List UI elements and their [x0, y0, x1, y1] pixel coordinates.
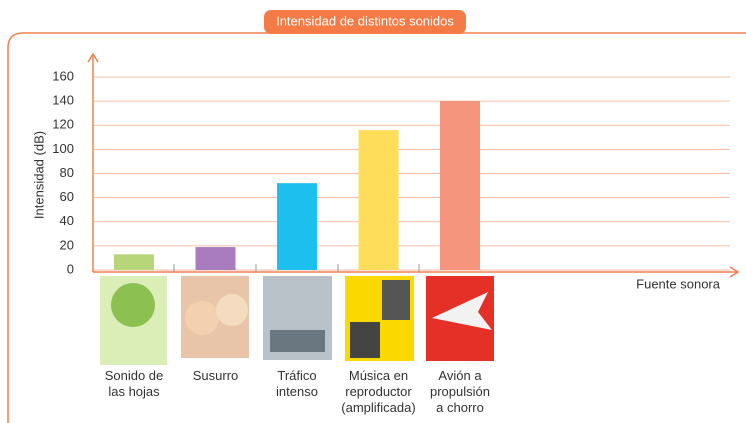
y-tick-label: 160 [52, 68, 74, 83]
x-tick-label: Avión a propulsión a chorro [410, 368, 510, 416]
y-tick-label: 120 [52, 117, 74, 132]
bar [440, 101, 480, 270]
y-tick-label: 140 [52, 93, 74, 108]
y-tick-label: 20 [60, 237, 74, 252]
x-axis-label: Fuente sonora [636, 276, 721, 291]
y-tick-label: 40 [60, 213, 74, 228]
bar [114, 254, 154, 270]
pictures [100, 276, 494, 365]
bar [277, 183, 317, 270]
y-tick-label: 0 [67, 261, 74, 276]
bar [196, 247, 236, 270]
y-axis-label: Intensidad (dB) [31, 131, 46, 219]
page: Intensidad de distintos sonidos Intensid… [0, 0, 746, 423]
chart-title: Intensidad de distintos sonidos [276, 13, 454, 28]
chart: Intensidad de distintos sonidos Intensid… [0, 0, 746, 423]
y-tick-label: 60 [60, 189, 74, 204]
y-tick-label: 100 [52, 141, 74, 156]
y-tick-label: 80 [60, 165, 74, 180]
bar [359, 130, 399, 270]
